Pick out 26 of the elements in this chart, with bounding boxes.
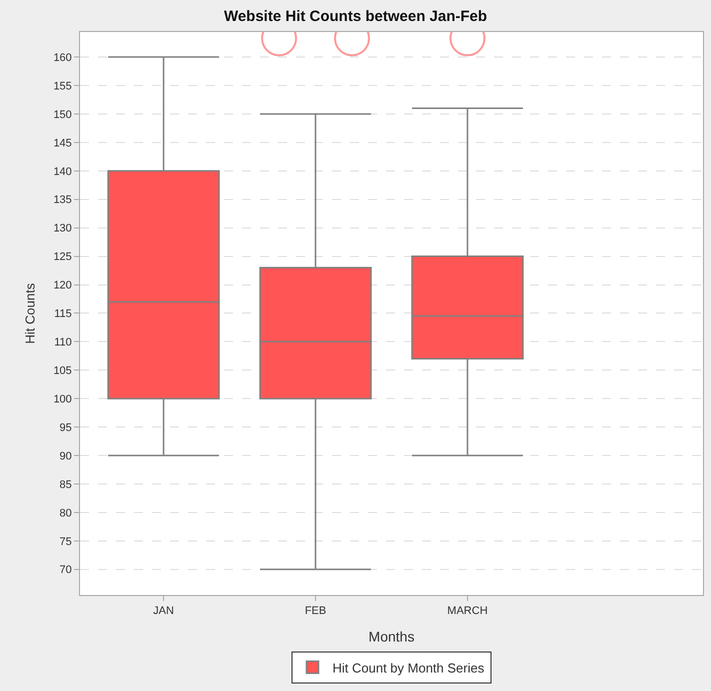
y-tick-label: 135 <box>53 194 72 206</box>
y-tick-label: 75 <box>60 536 72 548</box>
x-axis-title: Months <box>368 628 414 644</box>
y-tick-label: 130 <box>53 222 72 235</box>
y-tick-label: 160 <box>53 52 72 64</box>
y-tick-label: 125 <box>53 251 72 264</box>
y-tick-label: 110 <box>54 336 72 349</box>
y-tick-label: 85 <box>60 478 72 491</box>
x-tick-label: JAN <box>153 605 174 618</box>
y-tick-label: 150 <box>53 108 72 121</box>
y-tick-label: 120 <box>53 280 72 292</box>
y-tick-label: 155 <box>53 80 72 92</box>
y-tick-label: 145 <box>53 137 72 150</box>
chart-title: Website Hit Counts between Jan-Feb <box>224 8 488 25</box>
y-tick-label: 100 <box>53 393 72 406</box>
y-tick-label: 80 <box>60 507 72 520</box>
x-tick-label: MARCH <box>447 605 488 618</box>
legend-label: Hit Count by Month Series <box>332 660 485 676</box>
y-tick-label: 70 <box>60 564 72 576</box>
y-tick-label: 95 <box>60 422 72 434</box>
y-tick-label: 115 <box>54 308 72 320</box>
x-tick-label: FEB <box>304 605 326 618</box>
y-tick-label: 105 <box>53 364 72 377</box>
y-tick-label: 140 <box>53 166 72 178</box>
y-axis-title: Hit Counts <box>22 282 38 344</box>
y-tick-label: 90 <box>60 450 72 462</box>
